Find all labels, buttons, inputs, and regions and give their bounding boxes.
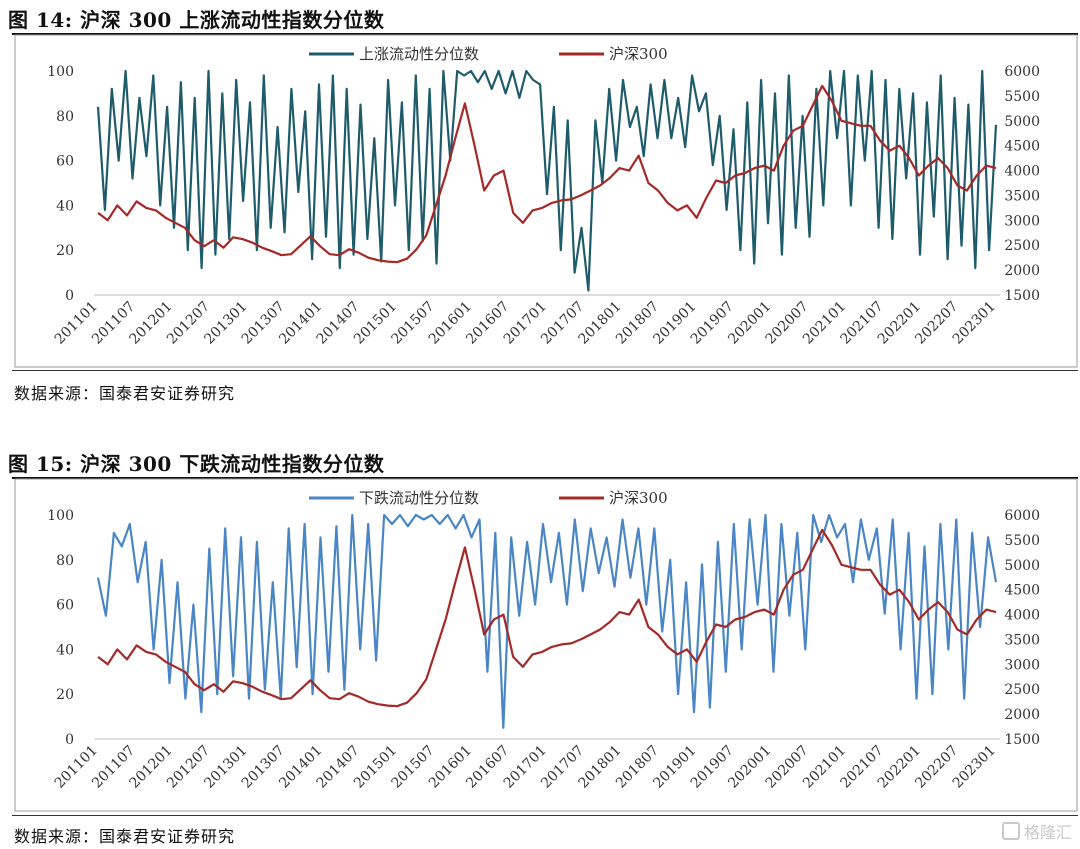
series-line-0 [96,513,998,729]
y-left-tick-label: 80 [56,553,74,569]
y-right-tick-label: 2500 [1004,238,1040,254]
y-right-tick-label: 5500 [1004,89,1040,105]
y-left-tick-label: 40 [56,198,74,214]
y-right-tick-label: 3000 [1004,213,1040,229]
legend-label-0: 上涨流动性分位数 [359,45,479,63]
y-right-tick-label: 2000 [1004,263,1040,279]
legend-label-0: 下跌流动性分位数 [359,489,479,507]
legend-label-1: 沪深300 [609,489,668,507]
chart-frame [14,478,1078,812]
y-right-tick-label: 4000 [1004,164,1040,180]
legend-label-1: 沪深300 [609,45,668,63]
watermark: 格隆汇 [1001,819,1072,843]
watermark-text: 格隆汇 [1023,823,1072,842]
y-left-tick-label: 80 [56,109,74,125]
y-right-tick-label: 6000 [1004,64,1040,80]
figure-14-top-rule [12,33,1078,35]
figure-15-top-rule [12,477,1078,479]
y-left-tick-label: 60 [56,598,74,614]
series-line-1 [97,84,997,264]
legend: 上涨流动性分位数 沪深300 [309,45,668,63]
y-right-tick-label: 5000 [1004,558,1040,574]
y-left-tick-label: 60 [56,154,74,170]
y-right-tick-label: 4500 [1004,583,1040,599]
y-left-tick-label: 0 [65,732,74,748]
figure-15-source: 数据来源：国泰君安证券研究 [14,827,236,846]
chart-frame [14,34,1078,368]
series-line-1 [97,528,997,708]
y-right-tick-label: 6000 [1004,508,1040,524]
y-left-tick-label: 100 [47,64,74,80]
y-right-tick-label: 1500 [1004,732,1040,748]
y-right-tick-label: 5500 [1004,533,1040,549]
y-right-tick-label: 3000 [1004,657,1040,673]
y-right-tick-label: 2500 [1004,682,1040,698]
y-right-tick-label: 1500 [1004,288,1040,304]
y-right-tick-label: 2000 [1004,707,1040,723]
y-left-tick-label: 40 [56,642,74,658]
y-left-tick-label: 0 [65,288,74,304]
y-right-tick-label: 3500 [1004,632,1040,648]
figure-14-chart: 0 20 40 60 80 100 1500 2000 2500 3000 3500 4000 4500… [14,34,1078,368]
watermark-logo-icon [1001,822,1020,840]
legend: 下跌流动性分位数 沪深300 [309,489,668,507]
y-right-tick-label: 5000 [1004,114,1040,130]
y-left-tick-label: 100 [47,508,74,524]
figure-15-title: 图 15: 沪深 300 下跌流动性指数分位数 [8,452,385,476]
figure-14-source: 数据来源：国泰君安证券研究 [14,384,236,403]
y-left-tick-label: 20 [56,243,74,259]
y-left-tick-label: 20 [56,687,74,703]
y-right-tick-label: 4500 [1004,139,1040,155]
figure-14-bottom-rule [12,370,1078,371]
y-right-tick-label: 4000 [1004,608,1040,624]
y-right-tick-label: 3500 [1004,188,1040,204]
figure-15-chart: 0 20 40 60 80 100 1500 2000 2500 3000 3500 4000 4500… [14,478,1078,812]
figure-15-bottom-rule [12,815,1078,816]
series-line-0 [96,69,998,292]
figure-14-title: 图 14: 沪深 300 上涨流动性指数分位数 [8,8,385,32]
